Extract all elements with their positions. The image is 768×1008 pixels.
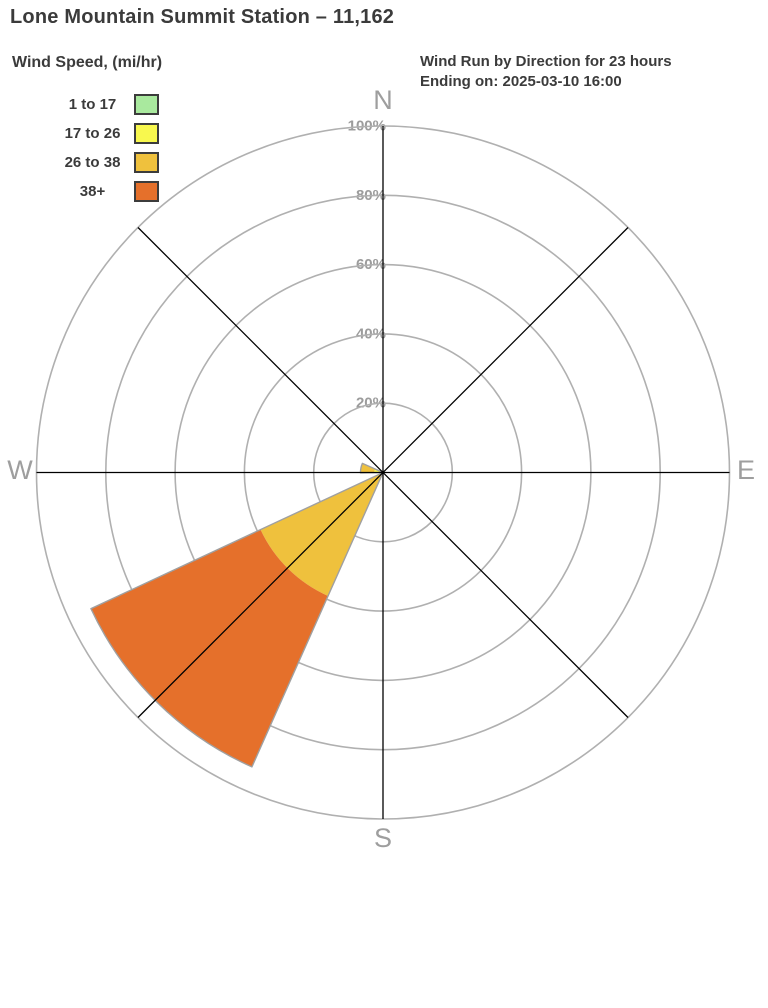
compass-label-e: E (737, 455, 755, 485)
radial-tick-label: 20% (356, 395, 386, 412)
petal-outline-SW (90, 471, 384, 768)
page-title: Lone Mountain Summit Station – 11,162 (10, 6, 395, 28)
wind-petals (90, 462, 384, 768)
compass-label-w: W (7, 455, 33, 485)
compass-label-s: S (374, 823, 392, 853)
direction-spokes (36, 126, 730, 819)
legend-row: 17 to 26 (0, 119, 159, 148)
wind-speed-legend: 1 to 17 17 to 26 26 to 38 38+ (0, 90, 159, 206)
legend-label: 1 to 17 (68, 96, 117, 113)
subtitle-line-1: Wind Run by Direction for 23 hours (420, 53, 672, 70)
legend-row: 1 to 17 (0, 90, 159, 119)
legend-label: 17 to 26 (64, 125, 121, 142)
legend-label: 38+ (79, 183, 106, 200)
subtitle-line-2: Ending on: 2025-03-10 16:00 (420, 73, 622, 90)
spoke-nw-se (137, 227, 629, 718)
legend-row: 38+ (0, 177, 159, 206)
legend-swatch (134, 181, 159, 202)
legend-swatch (134, 152, 159, 173)
legend-row: 26 to 38 (0, 148, 159, 177)
petal-segment-W (360, 463, 376, 473)
compass-labels: N S W E (7, 85, 755, 853)
legend-swatch (134, 123, 159, 144)
legend-title: Wind Speed, (mi/hr) (12, 54, 163, 71)
legend-swatch (134, 94, 159, 115)
legend-label: 26 to 38 (64, 154, 121, 171)
chart-subtitle: Wind Run by Direction for 23 hours Endin… (420, 52, 672, 92)
compass-label-n: N (373, 85, 393, 115)
petal-segment-SW (90, 529, 329, 767)
